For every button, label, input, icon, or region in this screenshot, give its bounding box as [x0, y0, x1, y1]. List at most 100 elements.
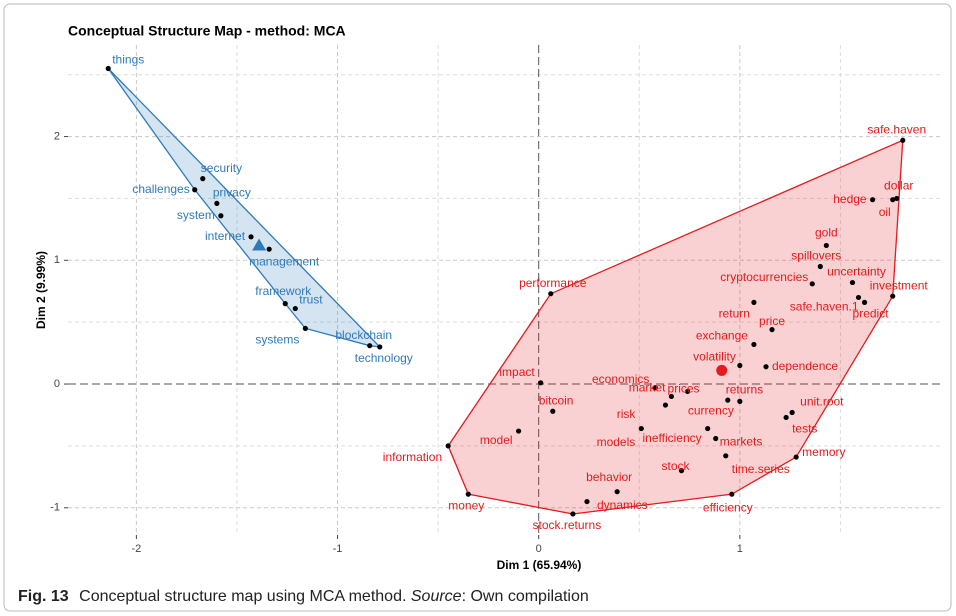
y-tick-label: -1	[50, 502, 60, 514]
point-label: dollar	[884, 179, 913, 193]
chart-title: Conceptual Structure Map - method: MCA	[68, 23, 346, 39]
plot: -2 -1 0 1 -1 0 1 2 things security challenges priva…	[50, 45, 942, 555]
point	[214, 200, 220, 206]
point	[570, 511, 576, 517]
point-label: system	[177, 208, 215, 222]
point-label: management	[249, 254, 320, 268]
point-label: unit.root	[800, 395, 844, 409]
point-label: price	[759, 314, 785, 328]
x-tick-label: 0	[536, 543, 542, 555]
point	[550, 408, 556, 414]
point	[292, 305, 298, 312]
point-label: memory	[802, 445, 845, 459]
point-label: time.series	[732, 462, 790, 476]
point	[705, 425, 711, 432]
point-label: safe.haven.1	[790, 300, 859, 314]
y-tick-label: 0	[54, 378, 60, 390]
point-label: challenges	[132, 182, 189, 196]
point-label: behavior	[586, 470, 632, 484]
point	[652, 385, 658, 391]
caption-text: Conceptual structure map using MCA metho…	[79, 588, 406, 605]
point	[894, 195, 900, 202]
point	[783, 414, 789, 421]
point	[445, 443, 451, 449]
point-label: money	[448, 498, 484, 512]
point	[662, 402, 669, 408]
point-label: markets	[720, 435, 763, 449]
point	[248, 234, 254, 240]
point	[861, 299, 868, 305]
point-label: market	[629, 381, 666, 395]
point-label: trust	[299, 293, 323, 307]
centroid	[252, 238, 267, 251]
point	[793, 454, 799, 460]
point	[548, 291, 554, 297]
caption: Fig. 13 Conceptual structure map using M…	[18, 588, 589, 605]
point	[282, 301, 288, 307]
point	[465, 491, 471, 497]
point-label: prices	[668, 382, 700, 396]
point-label: stock	[662, 459, 691, 473]
point	[192, 187, 198, 193]
point-label: risk	[617, 407, 637, 421]
point-label: impact	[499, 365, 535, 379]
point	[218, 213, 224, 219]
point-label: gold	[815, 226, 838, 240]
point-label: systems	[255, 333, 299, 347]
point	[377, 344, 383, 350]
point	[751, 299, 757, 305]
x-axis-label: Dim 1 (65.94%)	[497, 558, 582, 572]
point	[890, 197, 896, 203]
point	[751, 341, 757, 348]
point	[729, 491, 735, 497]
point-label: things	[112, 53, 144, 67]
point	[367, 343, 373, 349]
point-label: oil	[879, 205, 891, 219]
point-label: efficiency	[703, 500, 753, 514]
point-label: dynamics	[597, 498, 648, 512]
point	[200, 176, 206, 182]
point-label: blockchain	[335, 328, 392, 342]
point	[684, 388, 691, 395]
point	[849, 279, 856, 286]
point	[678, 468, 685, 474]
point	[725, 397, 731, 403]
point	[809, 281, 815, 287]
point	[538, 380, 544, 386]
point	[668, 393, 675, 400]
point	[266, 246, 272, 252]
point-label: exchange	[696, 329, 748, 343]
point-label: hedge	[833, 192, 867, 206]
point-label: spillovers	[791, 249, 841, 263]
x-tick-label: -2	[132, 543, 142, 555]
point	[817, 263, 823, 270]
y-tick-label: 2	[54, 130, 60, 142]
point-label: security	[201, 161, 242, 175]
point-label: safe.haven	[867, 122, 926, 136]
point	[823, 242, 829, 249]
point-label: currency	[688, 404, 734, 418]
point	[515, 428, 522, 434]
point-label: tests	[792, 422, 817, 436]
point	[900, 137, 906, 143]
x-tick-label: 1	[737, 543, 743, 555]
point	[302, 325, 308, 331]
point-label: privacy	[213, 186, 251, 200]
point-label: performance	[519, 276, 587, 290]
point	[713, 435, 719, 442]
point	[769, 326, 775, 333]
point-label: internet	[205, 229, 246, 243]
point-label: stock.returns	[533, 518, 602, 532]
point	[105, 65, 111, 72]
point	[855, 294, 862, 301]
point-label: uncertainty	[827, 265, 886, 279]
point-label: predict	[853, 307, 890, 321]
point-label: bitcoin	[539, 393, 574, 407]
y-tick-label: 1	[54, 254, 60, 266]
point-label: returns	[726, 382, 763, 396]
centroid	[716, 364, 728, 376]
point-label: framework	[255, 284, 312, 298]
point	[789, 409, 795, 416]
point	[638, 425, 644, 432]
